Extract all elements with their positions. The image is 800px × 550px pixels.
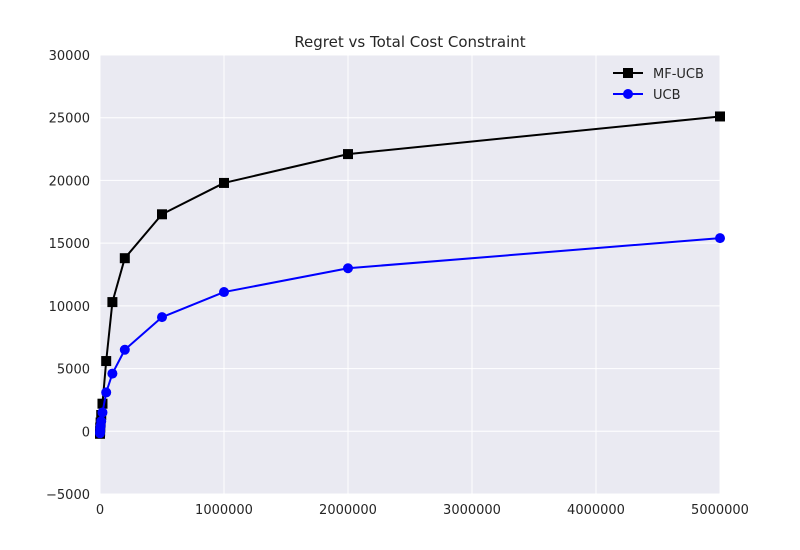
x-tick-label: 0 [96,503,104,518]
x-tick-label: 4000000 [567,503,625,518]
legend-marker [623,68,633,78]
legend-item: MF-UCB [613,67,704,82]
data-point [157,209,167,220]
data-point [157,312,167,323]
data-point [101,387,112,398]
y-tick-label: 5000 [57,363,90,378]
data-point [219,177,229,188]
data-point [97,398,108,409]
data-point [219,287,229,298]
x-tick-label: 3000000 [443,503,501,518]
tick-labels: 0 1000000 2000000 3000000 4000000 5000000 −500… [46,49,749,518]
series-ucb [95,233,725,439]
data-point [715,111,725,122]
series-group [95,111,725,439]
x-tick-label: 5000000 [691,503,749,518]
legend-label: UCB [653,88,681,103]
data-point [107,368,118,379]
x-tick-label: 2000000 [319,503,377,518]
legend-label: MF-UCB [653,67,704,82]
grid-lines [99,54,721,495]
chart-title: Regret vs Total Cost Constraint [294,33,525,51]
y-tick-label: 10000 [49,300,90,315]
data-point [97,407,108,418]
y-tick-label: 25000 [49,112,90,127]
data-point [343,149,353,160]
y-tick-label: 15000 [49,237,90,252]
data-point [107,297,118,308]
x-tick-label: 1000000 [195,503,253,518]
legend-marker [623,89,633,99]
legend: MF-UCB UCB [613,67,704,103]
y-tick-label: 0 [82,425,90,440]
data-point [96,416,107,427]
data-point [343,263,353,274]
data-point [715,233,725,244]
data-point [101,356,112,367]
data-point [119,253,130,264]
y-tick-label: 30000 [49,49,90,64]
data-point [119,344,130,355]
y-tick-label: −5000 [46,488,90,503]
legend-item: UCB [613,88,681,103]
plot-area [100,55,720,494]
y-tick-label: 20000 [49,174,90,189]
